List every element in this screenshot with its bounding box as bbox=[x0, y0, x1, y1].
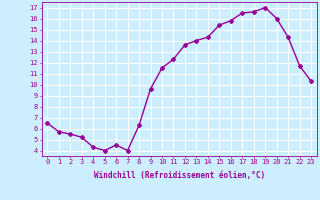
X-axis label: Windchill (Refroidissement éolien,°C): Windchill (Refroidissement éolien,°C) bbox=[94, 171, 265, 180]
